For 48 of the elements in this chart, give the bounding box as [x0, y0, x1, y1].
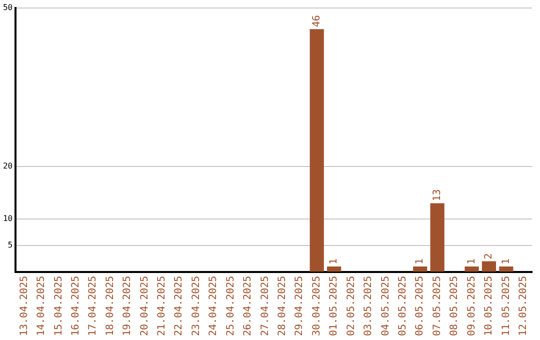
x-tick-label: 22.04.2025	[174, 276, 185, 336]
data-label: 1	[414, 258, 426, 265]
y-tick-label: 50	[2, 3, 13, 12]
x-tick-label: 15.04.2025	[53, 276, 64, 336]
x-tick-label: 06.05.2025	[414, 276, 426, 336]
bar	[499, 266, 514, 272]
x-tick-label: 09.05.2025	[466, 276, 478, 336]
bar	[430, 203, 444, 272]
x-tick-label: 08.05.2025	[449, 276, 460, 336]
x-tick-label: 16.04.2025	[70, 276, 82, 336]
x-tick-label: 04.05.2025	[380, 276, 392, 336]
bar	[482, 261, 496, 272]
x-tick-label: 30.04.2025	[311, 276, 322, 336]
x-tick-label: 19.04.2025	[122, 276, 134, 336]
x-tick-label: 17.04.2025	[88, 276, 99, 336]
x-tick-label: 20.04.2025	[139, 276, 150, 336]
bar	[310, 29, 324, 272]
data-label: 2	[484, 253, 495, 260]
x-tick-label: 18.04.2025	[104, 276, 116, 336]
x-tick-label: 27.04.2025	[260, 276, 271, 336]
x-tick-label: 11.05.2025	[500, 276, 512, 336]
bar	[327, 266, 342, 272]
x-tick-label: 02.05.2025	[346, 276, 357, 336]
bar	[413, 266, 428, 272]
x-tick-label: 26.04.2025	[242, 276, 254, 336]
x-tick-label: 28.04.2025	[277, 276, 288, 336]
x-tick-label: 05.05.2025	[398, 276, 408, 336]
y-tick-label: 5	[8, 240, 13, 250]
data-label: 1	[500, 258, 512, 265]
bar	[464, 266, 479, 272]
x-tick-label: 10.05.2025	[484, 276, 495, 336]
x-tick-label: 03.05.2025	[363, 276, 374, 336]
data-label: 46	[311, 15, 322, 28]
x-tick-label: 29.04.2025	[294, 276, 306, 336]
data-label: 13	[432, 189, 443, 202]
x-tick-label: 12.05.2025	[518, 276, 529, 336]
y-tick-label: 10	[2, 214, 13, 224]
data-label: 1	[328, 258, 340, 265]
x-tick-label: 21.04.2025	[156, 276, 168, 336]
x-tick-label: 14.04.2025	[36, 276, 48, 336]
x-tick-label: 23.04.2025	[190, 276, 202, 336]
x-tick-label: 01.05.2025	[328, 276, 340, 336]
x-tick-label: 24.04.2025	[208, 276, 220, 336]
y-tick-label: 20	[2, 161, 13, 170]
data-label: 1	[466, 258, 478, 265]
x-tick-label: 13.04.2025	[18, 276, 30, 336]
x-tick-label: 25.04.2025	[225, 276, 236, 336]
x-tick-label: 07.05.2025	[432, 276, 443, 336]
